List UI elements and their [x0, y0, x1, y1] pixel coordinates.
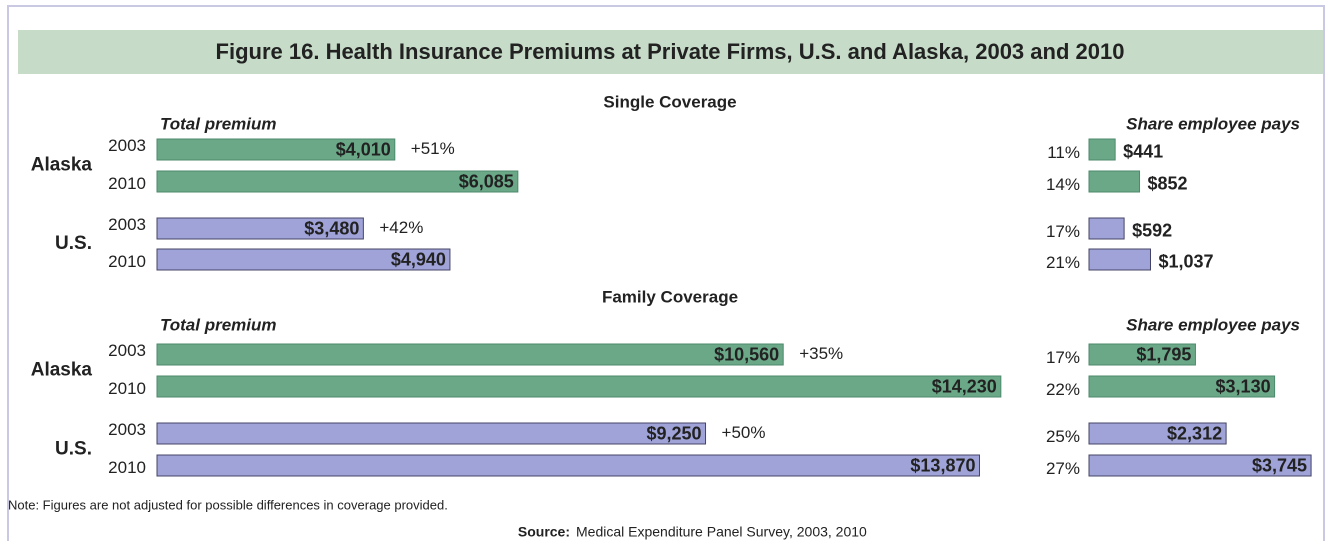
subtitle: Family Coverage: [602, 287, 738, 306]
subtitle: Single Coverage: [603, 92, 736, 111]
change-label: +51%: [411, 139, 455, 158]
share-percent: 17%: [1046, 222, 1080, 241]
group-label: U.S.: [55, 439, 92, 460]
share-bar: [1088, 375, 1276, 398]
value-label: $6,085: [459, 171, 514, 191]
share-value-label: $2,312: [1167, 423, 1222, 443]
bar: [156, 375, 1002, 398]
share-bar: [1088, 138, 1116, 161]
change-label: +42%: [379, 218, 423, 237]
share-value-label: $1,037: [1158, 251, 1213, 271]
year-label: 2010: [108, 379, 146, 398]
year-label: 2003: [108, 420, 146, 439]
chart-title: Figure 16. Health Insurance Premiums at …: [216, 39, 1125, 64]
year-label: 2010: [108, 174, 146, 193]
bar: [156, 422, 707, 445]
share-percent: 22%: [1046, 380, 1080, 399]
change-label: +50%: [722, 423, 766, 442]
value-label: $4,940: [391, 249, 446, 269]
column-title: Share employee pays: [1126, 114, 1300, 133]
bar: [156, 454, 980, 477]
column-title: Total premium: [160, 315, 277, 334]
group-label: Alaska: [31, 360, 93, 381]
frame: [7, 5, 1325, 541]
column-title: Total premium: [160, 114, 277, 133]
share-bar: [1088, 454, 1312, 477]
bar: [156, 248, 451, 271]
share-bar: [1088, 248, 1151, 271]
year-label: 2003: [108, 215, 146, 234]
value-label: $13,870: [910, 455, 975, 475]
share-value-label: $3,130: [1216, 376, 1271, 396]
header-band: [18, 30, 1323, 74]
share-bar: [1088, 170, 1141, 193]
note: Note: Figures are not adjusted for possi…: [8, 497, 448, 512]
year-label: 2003: [108, 341, 146, 360]
share-bar: [1088, 217, 1125, 240]
share-percent: 14%: [1046, 175, 1080, 194]
bar: [156, 170, 519, 193]
group-label: U.S.: [55, 233, 92, 254]
share-percent: 25%: [1046, 427, 1080, 446]
share-value-label: $1,795: [1136, 344, 1191, 364]
share-percent: 27%: [1046, 459, 1080, 478]
year-label: 2003: [108, 136, 146, 155]
value-label: $10,560: [714, 344, 779, 364]
value-label: $4,010: [336, 139, 391, 159]
share-bar: [1088, 343, 1196, 366]
group-label: Alaska: [31, 155, 93, 176]
share-value-label: $852: [1148, 173, 1188, 193]
bar: [156, 138, 396, 161]
share-percent: 11%: [1047, 143, 1080, 162]
share-value-label: $441: [1123, 141, 1163, 161]
year-label: 2010: [108, 252, 146, 271]
share-value-label: $3,745: [1252, 455, 1307, 475]
bar: [156, 217, 364, 240]
value-label: $3,480: [304, 218, 359, 238]
share-bar: [1088, 422, 1227, 445]
value-label: $14,230: [932, 376, 997, 396]
share-percent: 17%: [1046, 348, 1080, 367]
year-label: 2010: [108, 458, 146, 477]
source-label: Source:: [518, 524, 570, 540]
source: Medical Expenditure Panel Survey, 2003, …: [576, 524, 867, 540]
value-label: $9,250: [646, 423, 701, 443]
bar: [156, 343, 784, 366]
change-label: +35%: [799, 344, 843, 363]
share-value-label: $592: [1132, 220, 1172, 240]
share-percent: 21%: [1046, 253, 1080, 272]
column-title: Share employee pays: [1126, 315, 1300, 334]
